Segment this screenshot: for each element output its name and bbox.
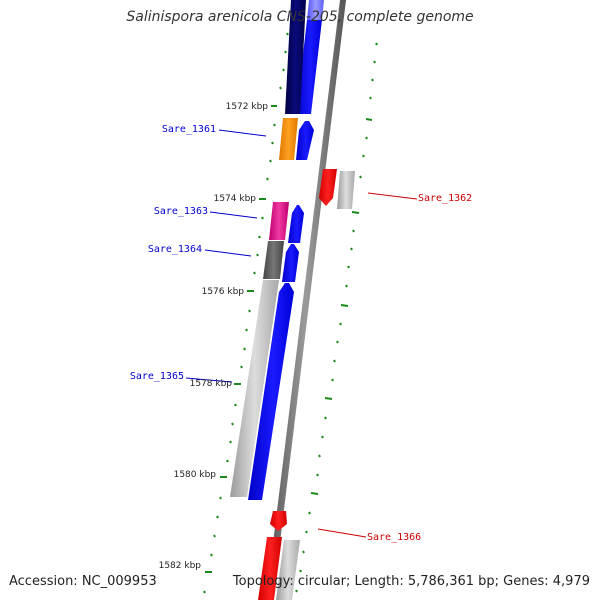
cds-sare-1363 xyxy=(288,205,304,243)
outer-tick-marks xyxy=(295,42,378,593)
forward-gene-track xyxy=(230,0,306,497)
scale-label: 1582 kbp xyxy=(159,561,202,571)
gene-label-sare-1366[interactable]: Sare_1366 xyxy=(367,532,421,543)
scale-label: 1572 kbp xyxy=(226,102,269,112)
cds-top xyxy=(296,20,322,114)
gene-label-sare-1365[interactable]: Sare_1365 xyxy=(130,371,184,382)
inner-tick-marks xyxy=(203,32,289,594)
scale-label: 1580 kbp xyxy=(174,470,217,480)
label-leader-lines xyxy=(185,129,418,538)
cds-sare-1364 xyxy=(282,244,299,282)
gene-label-sare-1362[interactable]: Sare_1362 xyxy=(418,193,472,204)
topology-label: Topology: circular; Length: 5,786,361 bp… xyxy=(232,574,590,589)
cds-sare-1361 xyxy=(296,121,314,160)
scale-label: 1576 kbp xyxy=(202,287,245,297)
cds-sare-1365 xyxy=(248,283,294,500)
gene-sare-1362-grey xyxy=(337,171,355,209)
reverse-gene-track xyxy=(258,169,355,600)
gene-sare-1366-grey xyxy=(276,540,300,600)
cds-sare-1362 xyxy=(319,169,337,206)
gene-label-sare-1363[interactable]: Sare_1363 xyxy=(154,206,208,217)
gene-sare-1364 xyxy=(263,241,284,279)
cds-sare-1366 xyxy=(270,511,287,531)
gene-label-sare-1361[interactable]: Sare_1361 xyxy=(162,124,216,135)
genome-backbone xyxy=(266,0,346,600)
gene-red-bottom xyxy=(258,537,282,600)
gene-sare-1365 xyxy=(230,280,279,497)
accession-label: Accession: NC_009953 xyxy=(9,574,157,589)
page-title: Salinispora arenicola CNS-205, complete … xyxy=(126,9,474,25)
scale-label: 1578 kbp xyxy=(190,379,233,389)
gene-sare-1361 xyxy=(279,118,298,160)
forward-cds-track xyxy=(248,0,324,500)
cds-top-light xyxy=(307,0,324,20)
gene-navy-top xyxy=(285,0,306,114)
gene-sare-1363 xyxy=(269,202,289,240)
scale-label: 1574 kbp xyxy=(214,194,257,204)
gene-label-sare-1364[interactable]: Sare_1364 xyxy=(148,244,202,255)
